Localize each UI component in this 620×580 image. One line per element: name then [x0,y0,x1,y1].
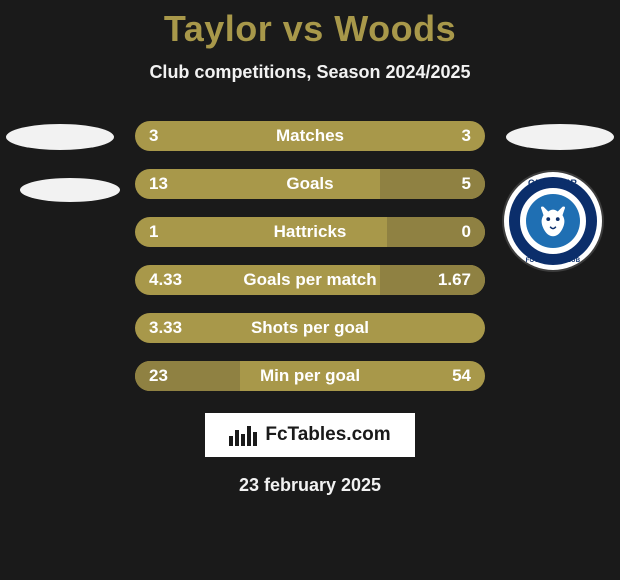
infographic-canvas: Taylor vs Woods Club competitions, Seaso… [0,0,620,580]
page-title: Taylor vs Woods [0,0,620,50]
stats-container: 3 Matches 3 13 Goals 5 1 Hattricks 0 4.3… [0,121,620,391]
stat-left-value: 3.33 [149,318,182,338]
stat-left-value: 4.33 [149,270,182,290]
bars-icon [229,424,257,446]
stat-right-value: 0 [462,222,471,242]
stat-right-value: 3 [462,126,471,146]
page-subtitle: Club competitions, Season 2024/2025 [0,62,620,83]
stat-label: Min per goal [260,366,360,386]
stat-row-min-per-goal: 23 Min per goal 54 [135,361,485,391]
stat-row-goals-per-match: 4.33 Goals per match 1.67 [135,265,485,295]
stat-right-value: 5 [462,174,471,194]
stat-left-value: 13 [149,174,168,194]
stat-row-shots-per-goal: 3.33 Shots per goal [135,313,485,343]
date-text: 23 february 2025 [0,475,620,496]
attribution-text: FcTables.com [265,424,390,446]
stat-row-hattricks: 1 Hattricks 0 [135,217,485,247]
stat-left-value: 3 [149,126,158,146]
attribution-box: FcTables.com [205,413,415,457]
stat-label: Hattricks [274,222,347,242]
stat-right-value: 54 [452,366,471,386]
stat-right-value: 1.67 [438,270,471,290]
stat-left-value: 23 [149,366,168,386]
stat-label: Matches [276,126,344,146]
stat-left-value: 1 [149,222,158,242]
stat-row-matches: 3 Matches 3 [135,121,485,151]
stat-label: Goals [286,174,333,194]
stat-row-goals: 13 Goals 5 [135,169,485,199]
stat-label: Goals per match [243,270,376,290]
stat-label: Shots per goal [251,318,369,338]
